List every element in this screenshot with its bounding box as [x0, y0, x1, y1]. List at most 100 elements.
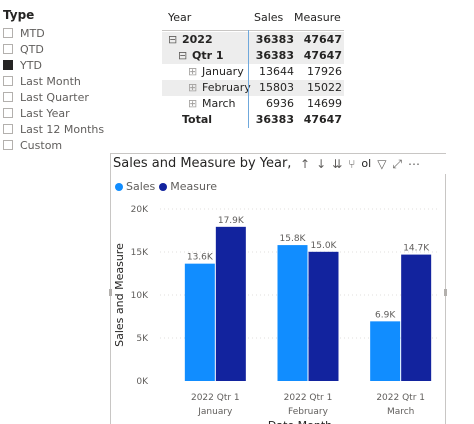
slicer-option-custom[interactable]: Custom — [3, 137, 153, 153]
slicer-option-label: Last Month — [20, 74, 81, 88]
matrix-row: ⊟ 2022 36383 47647 — [162, 32, 344, 48]
matrix-row-label: 2022 — [182, 33, 213, 46]
visual-header-toolbar: ↑ ↓ ⇊ ⑂ ol ▽ ⤢ ⋯ — [296, 154, 446, 174]
y-tick-label: 15K — [131, 248, 149, 258]
checkbox[interactable] — [3, 124, 13, 134]
matrix-row: ⊟ Qtr 1 36383 47647 — [162, 48, 344, 64]
x-tick-label: 2022 Qtr 1 — [191, 393, 240, 403]
matrix-header-sales[interactable]: Sales — [254, 11, 284, 24]
matrix-cell-measure: 47647 — [303, 49, 342, 62]
slicer-option-qtd[interactable]: QTD — [3, 41, 153, 57]
matrix-row-label: February — [202, 81, 251, 94]
slicer-option-label: Last 12 Months — [20, 122, 105, 136]
matrix-cell-sales: 36383 — [255, 49, 294, 62]
matrix-cell-measure: 47647 — [303, 33, 342, 46]
checkbox[interactable] — [3, 60, 13, 70]
arrow-down-icon[interactable]: ↓ — [316, 157, 327, 171]
matrix-row: ⊞ January 13644 17926 — [162, 64, 344, 80]
data-label: 13.6K — [187, 253, 214, 263]
slicer-option-label: Last Quarter — [20, 90, 89, 104]
y-tick-label: 5K — [136, 334, 149, 344]
slicer-option-label: QTD — [20, 42, 44, 56]
y-axis-title: Sales and Measure — [113, 243, 126, 347]
checkbox[interactable] — [3, 108, 13, 118]
slicer-option-label: Last Year — [20, 106, 70, 120]
collapse-icon[interactable]: ⊟ — [178, 49, 188, 62]
double-arrow-down-icon[interactable]: ⇊ — [332, 157, 343, 171]
matrix-cell-sales: 13644 — [259, 65, 294, 78]
y-tick-label: 0K — [136, 377, 149, 387]
legend-item-measure[interactable]: Measure — [159, 180, 217, 193]
matrix-row-label: March — [202, 97, 236, 110]
matrix-cell-measure: 14699 — [307, 97, 342, 110]
matrix-cell-sales: 15803 — [259, 81, 294, 94]
slicer-title: Type — [3, 8, 35, 22]
matrix-row: ⊞ February 15803 15022 — [162, 80, 344, 96]
data-label: 17.9K — [218, 216, 245, 226]
x-tick-label: February — [288, 407, 329, 417]
checkbox[interactable] — [3, 92, 13, 102]
matrix-header-measure[interactable]: Measure — [294, 11, 341, 24]
matrix-header-year[interactable]: Year — [168, 11, 192, 24]
y-tick-label: 20K — [131, 205, 149, 215]
x-tick-label: January — [197, 407, 233, 417]
more-options-icon[interactable]: ⋯ — [408, 157, 421, 171]
bar-measure — [401, 254, 432, 381]
collapse-icon[interactable]: ⊟ — [168, 33, 178, 46]
data-label: 15.0K — [311, 241, 338, 251]
fork-icon[interactable]: ⑂ — [348, 157, 356, 171]
bar-sales — [370, 321, 401, 381]
matrix-cell-measure: 17926 — [307, 65, 342, 78]
expand-icon[interactable]: ⊞ — [188, 97, 198, 110]
expand-icon[interactable]: ⊞ — [188, 81, 198, 94]
slicer-option-last-year[interactable]: Last Year — [3, 105, 153, 121]
matrix-cell-sales: 6936 — [266, 97, 294, 110]
matrix-row-label: January — [202, 65, 244, 78]
bar-sales — [184, 263, 215, 381]
slicer-option-last-quarter[interactable]: Last Quarter — [3, 89, 153, 105]
filter-icon[interactable]: ▽ — [377, 157, 387, 171]
legend-marker — [115, 182, 123, 191]
slicer-option-label: YTD — [20, 58, 42, 72]
legend-marker — [159, 182, 168, 191]
x-axis-title: Date Month — [268, 419, 332, 424]
checkbox[interactable] — [3, 44, 13, 54]
x-tick-label: 2022 Qtr 1 — [284, 393, 333, 403]
matrix-column-divider — [248, 30, 249, 128]
matrix-visual: Year Sales Measure ⊟ 2022 36383 47647 ⊟ Qtr 1… — [162, 8, 344, 128]
slicer-option-label: MTD — [20, 26, 45, 40]
slicer-option-ytd[interactable]: YTD — [3, 57, 153, 73]
slicer-option-last-12-months[interactable]: Last 12 Months — [3, 121, 153, 137]
slicer-items: MTD QTD YTD Last Month Last Quarter Last Year… — [3, 25, 153, 153]
x-tick-label: March — [387, 407, 414, 417]
bar-sales — [277, 245, 308, 381]
data-label: 14.7K — [403, 244, 430, 254]
slicer-option-last-month[interactable]: Last Month — [3, 73, 153, 89]
chart-title: Sales and Measure by Year, Q — [113, 156, 306, 171]
matrix-cell-sales: 36383 — [255, 113, 294, 126]
expand-icon[interactable]: ⊞ — [188, 65, 198, 78]
legend-label: Measure — [170, 180, 218, 193]
focus-mode-icon[interactable]: ⤢ — [392, 157, 403, 171]
matrix-cell-sales: 36383 — [255, 33, 294, 46]
matrix-cell-measure: 15022 — [307, 81, 342, 94]
resize-handle-right[interactable] — [444, 289, 447, 296]
matrix-row: ⊞ March 6936 14699 — [162, 96, 344, 112]
matrix-row-label: Qtr 1 — [192, 49, 224, 62]
arrow-up-icon[interactable]: ↑ — [300, 157, 311, 171]
bar-measure — [215, 226, 246, 381]
checkbox[interactable] — [3, 140, 13, 150]
type-slicer: Type MTD QTD YTD Last Month Last Quarter Last… — [3, 7, 153, 153]
checkbox[interactable] — [3, 28, 13, 38]
legend-label: Sales — [126, 180, 156, 193]
x-tick-label: 2022 Qtr 1 — [376, 393, 425, 403]
bar-measure — [308, 251, 339, 381]
legend-item-sales[interactable]: Sales — [115, 180, 155, 193]
checkbox[interactable] — [3, 76, 13, 86]
data-label: 15.8K — [280, 234, 307, 244]
chart-visual[interactable] — [110, 153, 446, 424]
resize-handle-left[interactable] — [109, 289, 112, 296]
data-label: 6.9K — [375, 310, 396, 320]
slicer-option-mtd[interactable]: MTD — [3, 25, 153, 41]
